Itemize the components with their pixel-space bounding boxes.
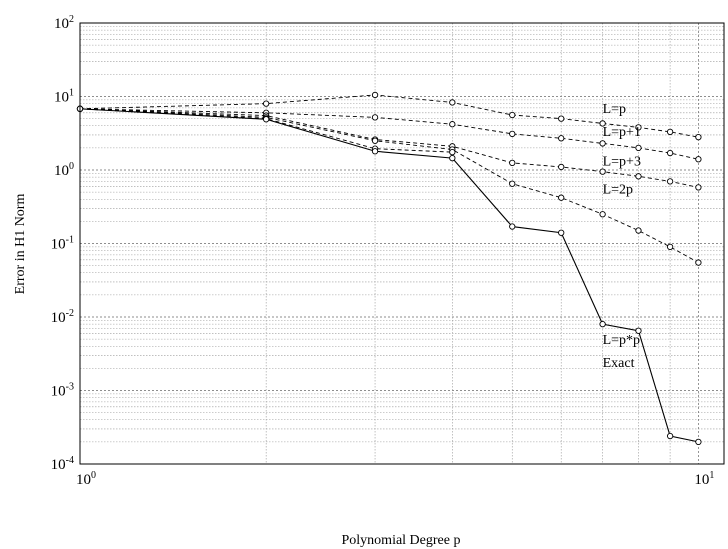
series-line-6	[79, 108, 699, 443]
series-marker	[449, 121, 456, 128]
series-annotation: L=p+3	[603, 155, 641, 170]
series-marker	[695, 133, 702, 141]
series-marker	[449, 148, 456, 156]
grid	[79, 23, 725, 465]
series-marker	[695, 156, 702, 163]
series-marker	[635, 124, 642, 131]
series-marker	[558, 135, 565, 142]
series-marker	[666, 149, 674, 157]
series-marker	[371, 114, 379, 121]
series-annotation: L=2p	[603, 182, 633, 197]
tick-labels: 10-4 10-3 10-2 10-1 100 101 102 100 101	[51, 14, 715, 488]
series-marker	[695, 438, 702, 446]
series-marker	[666, 178, 674, 185]
series-line-2	[79, 108, 699, 160]
y-tick-label: 100	[54, 161, 74, 179]
series-marker	[558, 194, 565, 201]
series-marker	[695, 184, 702, 191]
series-annotation: Exact	[603, 356, 635, 371]
x-tick-label: 101	[694, 470, 714, 488]
series-marker	[695, 259, 702, 266]
series-marker	[509, 223, 516, 230]
series-marker	[666, 432, 674, 440]
series-annotation: L=p	[603, 102, 626, 117]
series-marker	[558, 229, 565, 236]
series-marker	[509, 180, 516, 187]
series-line-1	[79, 94, 699, 138]
y-tick-label: 10-1	[51, 235, 74, 253]
series-marker	[449, 154, 456, 162]
series-annotations: L=p L=p+1 L=p+3 L=2p L=p*p Exact	[603, 102, 641, 371]
series-marker	[263, 100, 270, 107]
series-marker	[371, 137, 379, 144]
series-line-4	[79, 108, 699, 263]
series-marker	[509, 130, 516, 138]
x-axis-label: Polynomial Degree p	[342, 533, 461, 548]
series-marker	[635, 173, 642, 180]
y-tick-label: 10-2	[51, 308, 74, 326]
y-tick-label: 10-3	[51, 382, 74, 400]
series-marker	[599, 120, 606, 127]
series-marker	[558, 163, 565, 171]
series-marker	[635, 144, 642, 152]
series-marker	[666, 128, 674, 136]
series-marker	[263, 116, 270, 123]
series-annotation: L=p+1	[603, 125, 641, 140]
y-tick-label: 10-4	[51, 455, 74, 473]
series-marker	[371, 91, 379, 99]
series-marker	[558, 115, 565, 122]
y-tick-label: 101	[54, 88, 74, 106]
series-marker	[599, 168, 606, 175]
series-marker	[599, 211, 606, 218]
y-tick-label: 102	[54, 14, 74, 32]
series-marker	[509, 159, 516, 167]
series-marker	[666, 243, 674, 251]
series-marker	[449, 99, 456, 106]
series-marker	[509, 111, 516, 119]
plot-frame	[79, 22, 725, 465]
plot-series	[76, 91, 702, 446]
series-annotation: L=p*p	[603, 333, 640, 348]
series-marker	[635, 227, 642, 234]
series-marker	[371, 148, 379, 155]
y-axis-label: Error in H1 Norm	[13, 194, 28, 295]
series-line-3	[79, 108, 699, 188]
series-marker	[599, 140, 606, 147]
series-marker	[635, 327, 642, 334]
series-marker	[599, 320, 606, 328]
x-tick-label: 100	[76, 470, 96, 488]
